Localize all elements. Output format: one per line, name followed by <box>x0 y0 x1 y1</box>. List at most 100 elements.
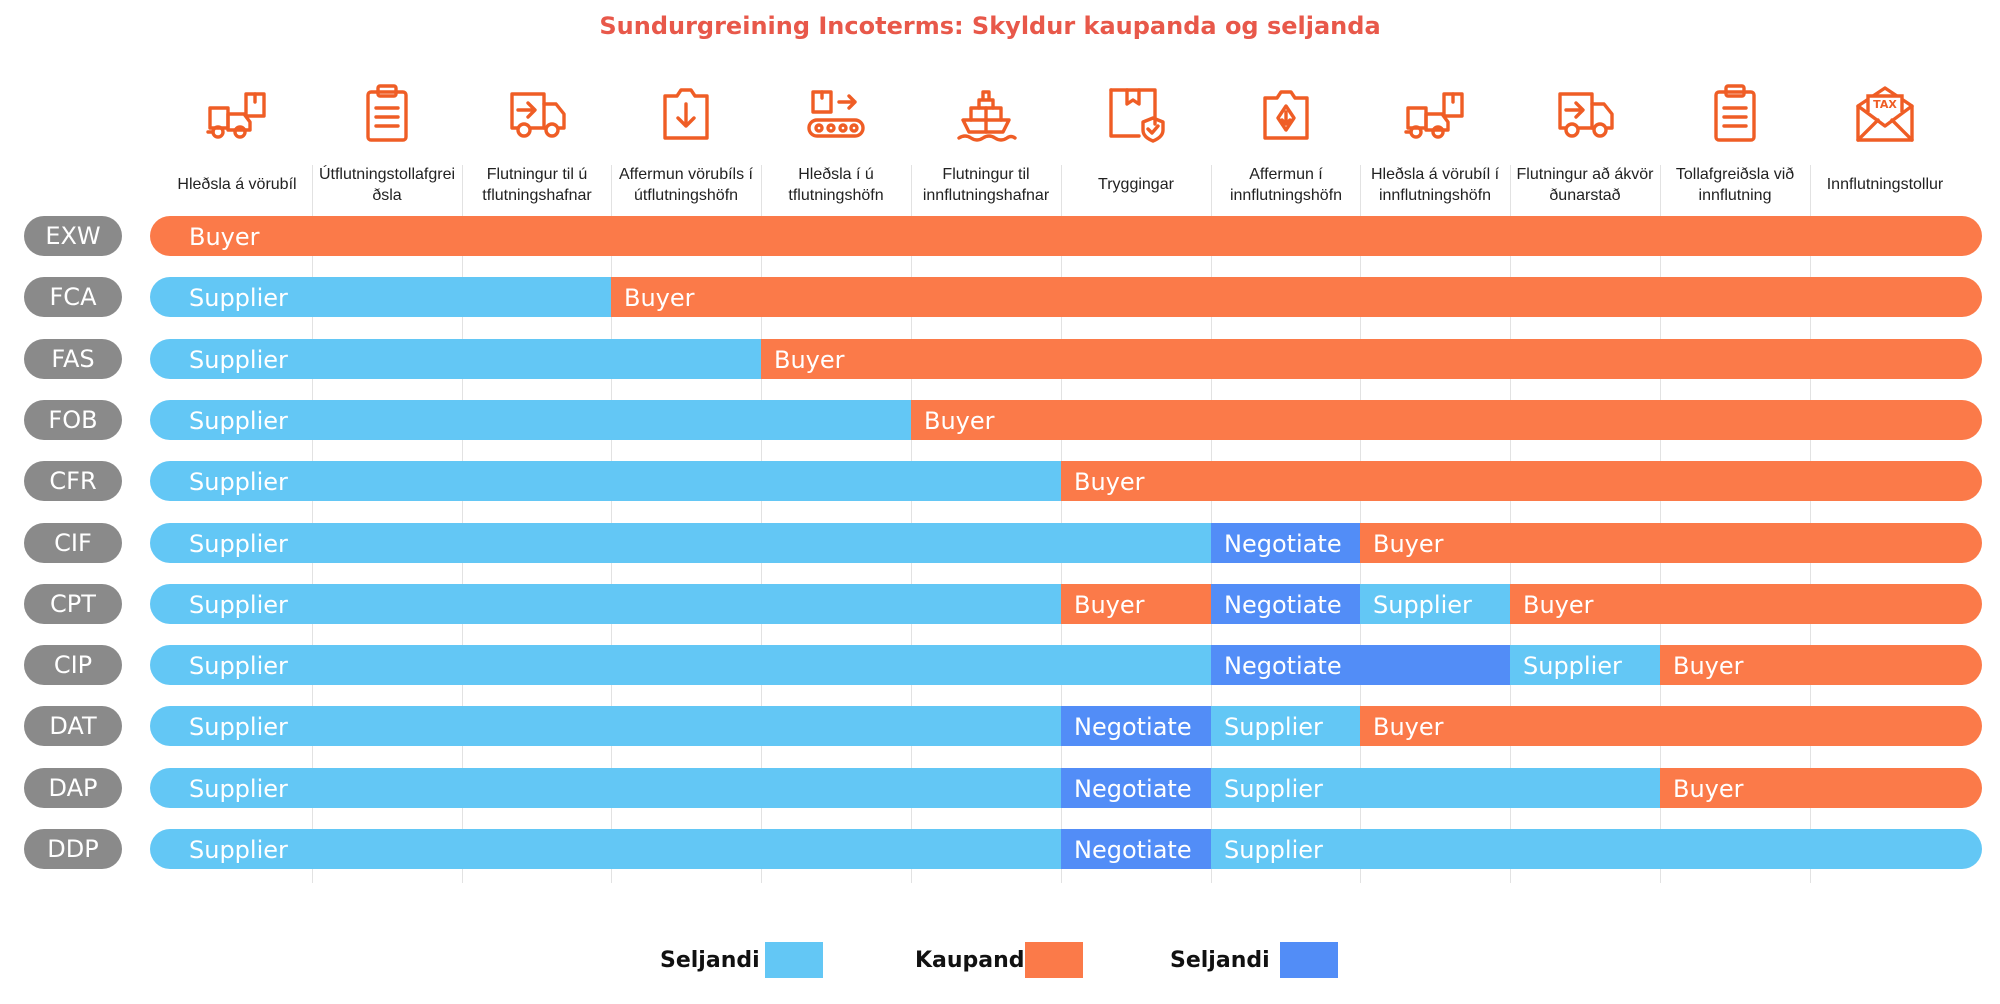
segment-supplier: Supplier <box>150 829 1061 869</box>
segment-supplier: Supplier <box>150 339 761 379</box>
segment-negotiate: Negotiate <box>1211 584 1361 624</box>
segment-buyer: Buyer <box>1360 523 1982 563</box>
term-label: DDP <box>24 829 122 869</box>
segment-supplier: Supplier <box>1211 768 1660 808</box>
segment-supplier: Supplier <box>150 768 1061 808</box>
clipboard-icon <box>1714 84 1756 142</box>
box-unload-icon <box>1263 90 1309 140</box>
segment-buyer: Buyer <box>1660 768 1982 808</box>
segment-supplier: Supplier <box>1510 645 1660 685</box>
delivery-truck-icon <box>510 92 566 138</box>
column-label: Hleðsla á vörubíl <box>177 176 297 193</box>
segment-buyer: Buyer <box>911 400 1982 440</box>
segment-buyer: Buyer <box>1061 461 1982 501</box>
segment-supplier: Supplier <box>150 584 1061 624</box>
segment-negotiate: Negotiate <box>1211 645 1511 685</box>
column-label: Flutningur til innflutningshafnar <box>922 166 1050 204</box>
term-label: DAP <box>24 768 122 808</box>
segment-negotiate: Negotiate <box>1061 829 1211 869</box>
segment-negotiate: Negotiate <box>1061 706 1211 746</box>
term-label: CIF <box>24 523 122 563</box>
delivery-truck-icon <box>1558 92 1614 138</box>
term-label: FAS <box>24 339 122 379</box>
segment-supplier: Supplier <box>150 400 911 440</box>
incoterm-bar: Supplier Buyer <box>150 400 1982 440</box>
column-label: Hleðsla í ú tflutningshöfn <box>788 166 884 204</box>
legend-label: Kaupandi <box>915 948 1033 973</box>
column-header: Flutningur að ákvör ðunarstað <box>1510 80 1660 204</box>
column-label: Tollafgreiðsla við innflutning <box>1675 166 1795 204</box>
term-label: CFR <box>24 461 122 501</box>
term-label: EXW <box>24 216 122 256</box>
segment-supplier: Supplier <box>150 523 1211 563</box>
incoterm-bar: Supplier Buyer <box>150 339 1982 379</box>
incoterm-bar: Supplier Negotiate Buyer <box>150 523 1982 563</box>
column-header: Flutningur til ú tflutningshafnar <box>462 80 612 204</box>
conveyor-icon <box>807 90 865 138</box>
column-label: Affermun vörubíls í útflutningshöfn <box>619 166 753 204</box>
term-label: CPT <box>24 584 122 624</box>
segment-buyer: Buyer <box>761 339 1982 379</box>
column-header: Tryggingar <box>1061 80 1211 193</box>
segment-supplier: Supplier <box>1211 829 1982 869</box>
column-header: Hleðsla á vörubíl í innflutningshöfn <box>1360 80 1510 204</box>
loading-truck-icon <box>206 92 266 139</box>
ship-icon <box>957 90 1017 142</box>
column-label: Affermun í innflutningshöfn <box>1229 166 1343 204</box>
segment-buyer: Buyer <box>1510 584 1982 624</box>
segment-supplier: Supplier <box>150 645 1211 685</box>
column-header: Flutningur til innflutningshafnar <box>911 80 1061 204</box>
icon-text: TAX <box>1873 98 1897 111</box>
segment-buyer: Buyer <box>611 277 1982 317</box>
legend-swatch-supplier <box>765 942 823 978</box>
term-label: DAT <box>24 706 122 746</box>
box-down-icon <box>663 88 709 140</box>
term-label: CIP <box>24 645 122 685</box>
column-header: Affermun vörubíls í útflutningshöfn <box>611 80 761 204</box>
segment-supplier: Supplier <box>1360 584 1510 624</box>
incoterm-bar: Buyer <box>150 216 1982 256</box>
incoterm-bar: Supplier Buyer Negotiate Supplier Buyer <box>150 584 1982 624</box>
segment-supplier: Supplier <box>150 277 611 317</box>
segment-buyer: Buyer <box>1660 645 1982 685</box>
column-label: Tryggingar <box>1098 176 1174 193</box>
chart-title: Sundurgreining Incoterms: Skyldur kaupan… <box>599 12 1381 40</box>
incoterm-bar: Supplier Buyer <box>150 461 1982 501</box>
segment-buyer: Buyer <box>1061 584 1211 624</box>
column-header: Affermun í innflutningshöfn <box>1211 80 1361 204</box>
incoterm-bar: Supplier Negotiate Supplier Buyer <box>150 706 1982 746</box>
legend-item: Seljandi <box>0 942 2000 978</box>
column-label: Flutningur til ú tflutningshafnar <box>482 166 592 204</box>
legend-label: Seljandi <box>1170 948 1270 973</box>
incoterm-bar: Supplier Negotiate Supplier Buyer <box>150 645 1982 685</box>
column-header: Hleðsla á vörubíl <box>162 80 312 193</box>
incoterm-bar: Supplier Negotiate Supplier Buyer <box>150 768 1982 808</box>
legend-label: Seljandi <box>660 948 760 973</box>
legend-swatch-negotiate <box>1280 942 1338 978</box>
legend-item: Seljandi <box>0 942 2000 978</box>
segment-buyer: Buyer <box>150 216 1982 256</box>
column-header: Hleðsla í ú tflutningshöfn <box>761 80 911 204</box>
segment-supplier: Supplier <box>1211 706 1361 746</box>
legend-swatch-buyer <box>1025 942 1083 978</box>
incoterm-bar: Supplier Negotiate Supplier <box>150 829 1982 869</box>
column-header: Tollafgreiðsla við innflutning <box>1660 80 1810 204</box>
clipboard-icon <box>366 84 408 142</box>
column-header: TAX Innflutningstollur <box>1810 80 1960 193</box>
segment-negotiate: Negotiate <box>1061 768 1211 808</box>
tax-envelope-icon: TAX <box>1856 86 1914 142</box>
legend-item: Kaupandi <box>0 942 2000 978</box>
segment-supplier: Supplier <box>150 706 1061 746</box>
legend: Seljandi Kaupandi Seljandi <box>0 942 2000 982</box>
insured-box-icon <box>1109 88 1165 143</box>
column-header: Útflutningstollafgrei ðsla <box>312 80 462 204</box>
column-label: Útflutningstollafgrei ðsla <box>318 166 456 204</box>
term-label: FOB <box>24 400 122 440</box>
column-label: Innflutningstollur <box>1826 176 1944 193</box>
loading-truck-icon <box>1404 92 1464 139</box>
incoterm-bar: Supplier Buyer <box>150 277 1982 317</box>
column-label: Flutningur að ákvör ðunarstað <box>1516 166 1654 204</box>
column-label: Hleðsla á vörubíl í innflutningshöfn <box>1370 166 1500 204</box>
segment-negotiate: Negotiate <box>1211 523 1361 563</box>
segment-buyer: Buyer <box>1360 706 1982 746</box>
